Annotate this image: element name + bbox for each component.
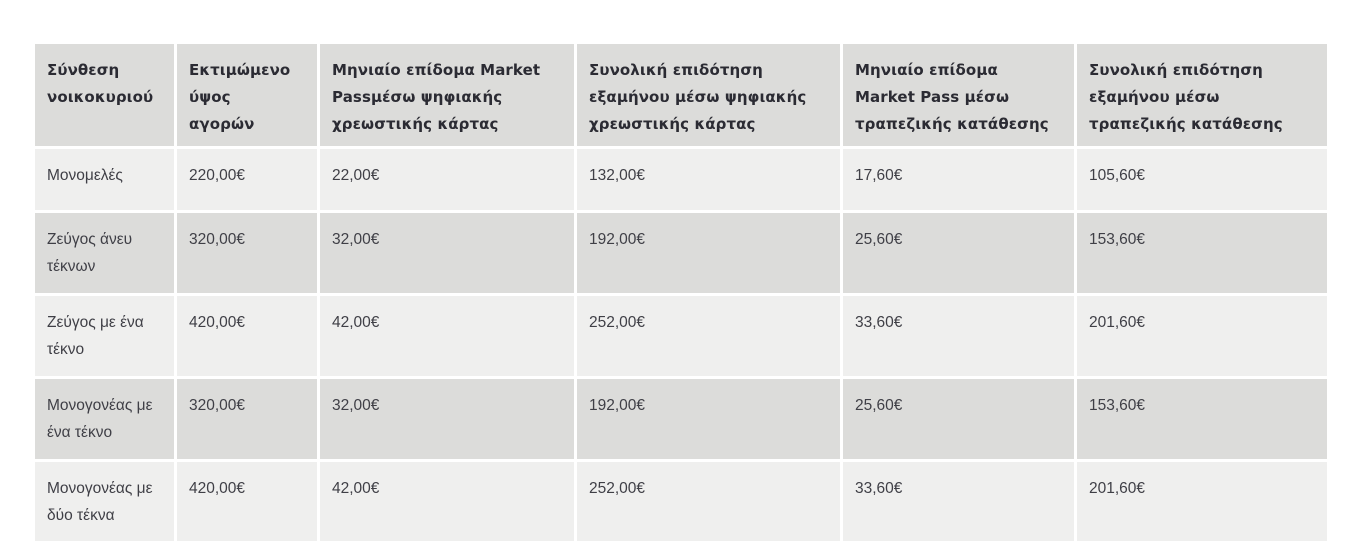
table-cell: 420,00€ [177, 462, 317, 541]
table-cell: 192,00€ [577, 213, 840, 293]
table-cell: 33,60€ [843, 296, 1074, 376]
table-cell: 201,60€ [1077, 462, 1327, 541]
table-cell: 252,00€ [577, 296, 840, 376]
market-pass-table: Σύνθεση νοικοκυριού Εκτιμώμενο ύψος αγορ… [35, 44, 1327, 541]
table-cell: 42,00€ [320, 296, 574, 376]
table-cell: 32,00€ [320, 213, 574, 293]
table-cell: 153,60€ [1077, 213, 1327, 293]
table-cell: 252,00€ [577, 462, 840, 541]
table-cell: 153,60€ [1077, 379, 1327, 459]
header-cell-total-deposit: Συνολική επιδότηση εξαμήνου μέσω τραπεζι… [1077, 44, 1327, 146]
header-cell-estimated-purchases: Εκτιμώμενο ύψος αγορών [177, 44, 317, 146]
table-cell: 420,00€ [177, 296, 317, 376]
table-cell: 25,60€ [843, 379, 1074, 459]
table-cell: 132,00€ [577, 149, 840, 210]
table-cell: Μονομελές [35, 149, 174, 210]
header-cell-monthly-card: Μηνιαίο επίδομα Market Passμέσω ψηφιακής… [320, 44, 574, 146]
table-cell: 192,00€ [577, 379, 840, 459]
table-cell: Ζεύγος με ένα τέκνο [35, 296, 174, 376]
table-cell: 201,60€ [1077, 296, 1327, 376]
table-cell: 320,00€ [177, 379, 317, 459]
table-cell: 22,00€ [320, 149, 574, 210]
header-cell-household: Σύνθεση νοικοκυριού [35, 44, 174, 146]
header-cell-total-card: Συνολική επιδότηση εξαμήνου μέσω ψηφιακή… [577, 44, 840, 146]
table-cell: 320,00€ [177, 213, 317, 293]
table-cell: 32,00€ [320, 379, 574, 459]
table-cell: 25,60€ [843, 213, 1074, 293]
table-cell: Μονογονέας με ένα τέκνο [35, 379, 174, 459]
table-cell: 220,00€ [177, 149, 317, 210]
table-cell: Μονογονέας με δύο τέκνα [35, 462, 174, 541]
header-cell-monthly-deposit: Μηνιαίο επίδομα Market Pass μέσω τραπεζι… [843, 44, 1074, 146]
table-cell: 42,00€ [320, 462, 574, 541]
table-cell: 105,60€ [1077, 149, 1327, 210]
table-cell: Ζεύγος άνευ τέκνων [35, 213, 174, 293]
table-cell: 17,60€ [843, 149, 1074, 210]
table-cell: 33,60€ [843, 462, 1074, 541]
